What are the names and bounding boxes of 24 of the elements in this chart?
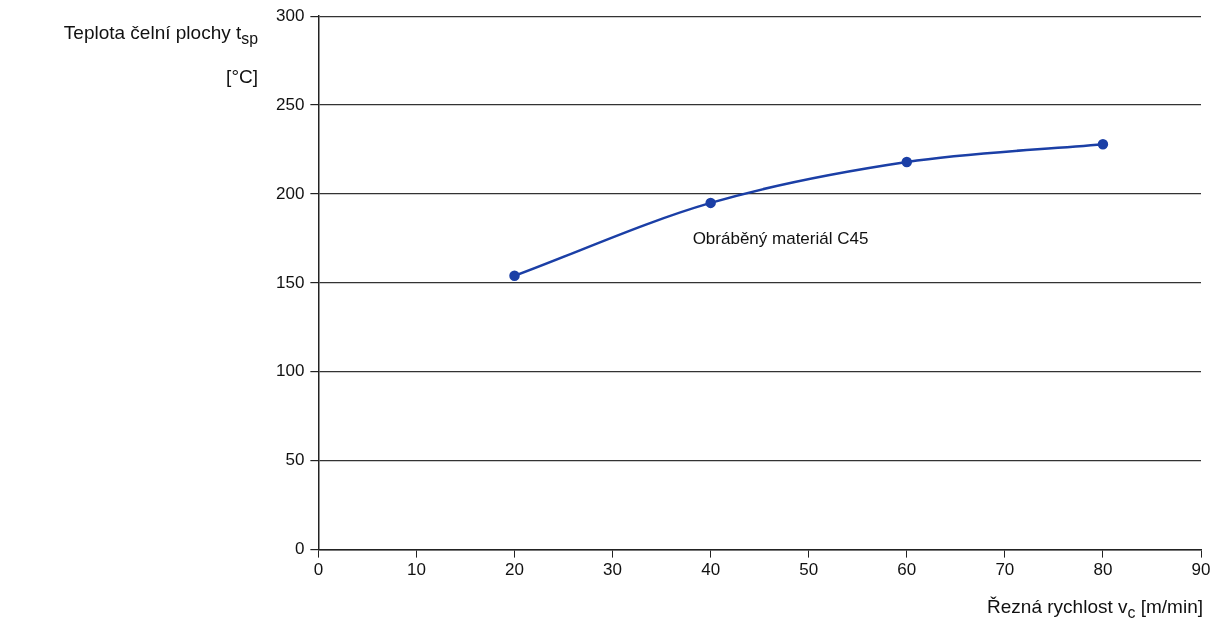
- x-tick-label: 80: [1093, 560, 1113, 580]
- x-axis-title: Řezná rychlost v$_{c}$ [m/min]: [987, 596, 1203, 622]
- x-tick-label: 0: [313, 560, 324, 580]
- x-tick-label: 60: [897, 560, 917, 580]
- x-tick-label: 90: [1191, 560, 1211, 580]
- point: [509, 270, 520, 282]
- y-tick-label: 50: [285, 450, 305, 470]
- x-tick-label: 30: [603, 560, 623, 580]
- point: [1097, 138, 1109, 150]
- point: [705, 197, 716, 209]
- text: Teplota čelní plochy t$_{sp}$ [°C]: [63, 22, 258, 87]
- y-tick-label: 100: [275, 361, 305, 381]
- y-tick-label: 300: [275, 5, 305, 25]
- y-tick-label: 150: [275, 272, 305, 292]
- y-tick-label: 0: [294, 539, 305, 559]
- y-tick-label: 250: [275, 94, 305, 114]
- x-tick-label: 10: [406, 560, 426, 580]
- x-tick-label: 70: [995, 560, 1015, 580]
- y-tick-label: 200: [275, 183, 305, 203]
- x-tick-label: 50: [799, 560, 819, 580]
- point: [901, 156, 913, 168]
- series-label: Obráběný materiál C45: [692, 228, 869, 248]
- x-tick-label: 40: [701, 560, 721, 580]
- x-tick-label: 20: [505, 560, 524, 580]
